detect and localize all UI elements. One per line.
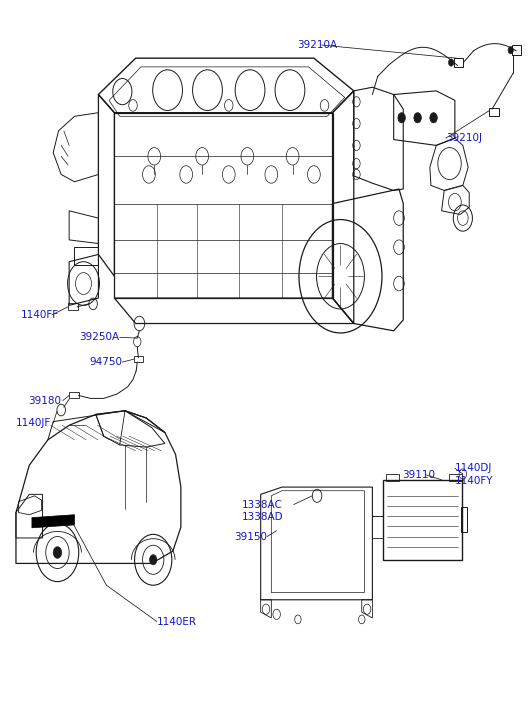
Text: 39250A: 39250A: [79, 332, 119, 342]
Bar: [134, 356, 143, 362]
Circle shape: [398, 113, 405, 123]
Text: 1140FF: 1140FF: [21, 310, 60, 320]
Polygon shape: [32, 515, 74, 528]
Circle shape: [149, 555, 157, 565]
Text: 39210J: 39210J: [446, 133, 482, 143]
Circle shape: [448, 59, 454, 66]
Bar: [512, 45, 521, 55]
Bar: [489, 108, 499, 116]
Text: 1140DJ: 1140DJ: [455, 463, 492, 473]
Circle shape: [53, 547, 62, 558]
Text: 1338AD: 1338AD: [242, 512, 284, 522]
Text: 39210A: 39210A: [297, 40, 337, 50]
Circle shape: [430, 113, 437, 123]
Bar: [386, 474, 399, 481]
Text: 1140FY: 1140FY: [455, 476, 493, 486]
Bar: [454, 58, 463, 67]
Text: 94750: 94750: [89, 357, 122, 367]
Bar: [461, 507, 467, 532]
Circle shape: [414, 113, 421, 123]
Text: 39180: 39180: [28, 395, 61, 406]
Text: 1140ER: 1140ER: [157, 616, 197, 627]
Bar: [383, 480, 462, 560]
Text: 1338AC: 1338AC: [242, 499, 283, 510]
Bar: [449, 474, 462, 481]
Text: 39110: 39110: [402, 470, 435, 480]
Text: 1140JF: 1140JF: [16, 418, 51, 428]
Bar: [69, 392, 79, 398]
Text: 39150: 39150: [234, 531, 267, 542]
Bar: [68, 303, 78, 310]
Circle shape: [508, 47, 513, 54]
